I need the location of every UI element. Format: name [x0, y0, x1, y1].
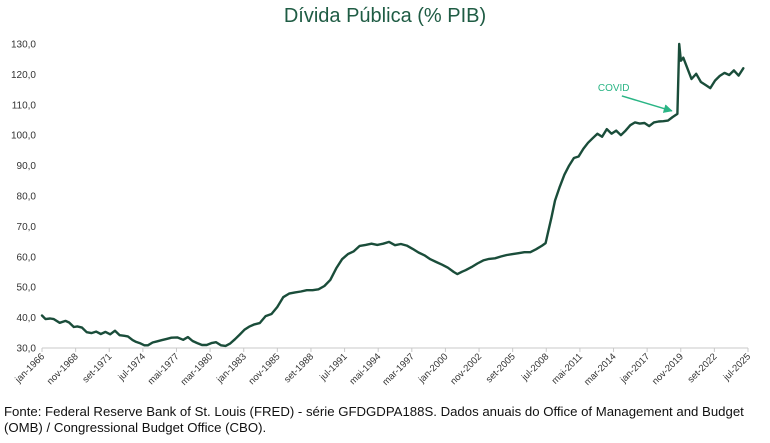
y-tick-label: 50,0 [17, 283, 37, 294]
annotation-covid-label: COVID [598, 83, 630, 94]
y-tick-label: 130,0 [11, 40, 36, 51]
x-tick-label: mai-2011 [550, 351, 585, 386]
series-group [40, 42, 745, 348]
y-tick-label: 60,0 [17, 252, 37, 263]
x-tick-label: mai-1977 [146, 351, 182, 387]
x-tick-label: mar-2014 [582, 351, 619, 388]
x-tick-label: set-2022 [686, 351, 720, 385]
y-tick-label: 70,0 [17, 222, 37, 233]
x-tick-label: nov-1968 [45, 351, 81, 387]
x-tick-label: jul-2008 [519, 351, 551, 383]
x-tick-label: nov-2019 [650, 351, 686, 387]
y-tick-label: 110,0 [12, 100, 37, 111]
x-tick-label: jul-1974 [116, 351, 148, 383]
x-tick-label: jan-2017 [618, 351, 653, 386]
x-tick-label: nov-2002 [448, 351, 484, 387]
chart-plot: 30,0 40,0 50,0 60,0 70,0 80,0 90,0 100,0 110,0 12… [11, 40, 753, 388]
x-tick-label: mar-1980 [179, 351, 216, 388]
y-axis: 30,0 40,0 50,0 60,0 70,0 80,0 90,0 100,0 110,0 12… [11, 40, 36, 355]
x-tick-label: set-2005 [484, 351, 518, 385]
y-tick-label: 80,0 [17, 192, 37, 203]
x-tick-label: set-1988 [282, 351, 316, 385]
x-tick-label: jan-1983 [214, 351, 249, 386]
annotation-covid-arrow [621, 95, 673, 113]
x-tick-label: jan-1966 [12, 351, 47, 386]
annotations: COVID [598, 83, 673, 113]
x-tick-label: jan-2000 [416, 351, 451, 386]
y-tick-label: 100,0 [11, 131, 36, 142]
series-line [40, 42, 745, 348]
x-tick-label: nov-1985 [247, 351, 283, 387]
x-tick-label: mai-1994 [348, 351, 384, 387]
y-tick-label: 40,0 [17, 313, 37, 324]
x-tick-label: set-1971 [80, 351, 114, 385]
chart-title: Dívida Pública (% PIB) [283, 5, 487, 27]
x-tick-label: jul-1991 [317, 351, 349, 383]
x-tick-label: jul-2025 [721, 351, 753, 383]
source-note: Fonte: Federal Reserve Bank of St. Louis… [4, 404, 744, 435]
y-tick-label: 30,0 [17, 344, 37, 355]
y-tick-label: 90,0 [17, 161, 37, 172]
y-tick-label: 120,0 [11, 70, 36, 81]
x-tick-label: mar-1997 [380, 351, 417, 388]
